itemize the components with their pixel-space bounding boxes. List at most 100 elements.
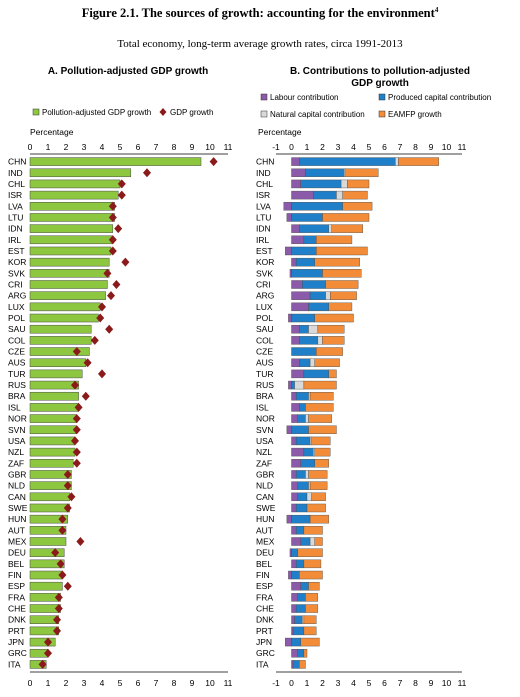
panel-a-category-usa: USA	[8, 436, 26, 446]
panel-b-bar-lux-produced-capital-contribution	[308, 302, 329, 312]
panel-a-bar-nzl	[29, 447, 76, 457]
panel-b-top-tick: 4	[351, 142, 356, 152]
panel-b-bottom-tick: 7	[398, 678, 403, 688]
panel-b-category-isr: ISR	[256, 190, 270, 200]
panel-a-marker-kor	[121, 257, 130, 267]
panel-b-bar-aut-eamfp-growth	[303, 526, 323, 535]
panel-a-category-bra: BRA	[8, 391, 26, 401]
panel-b-bar-prt-eamfp-growth	[303, 626, 317, 636]
panel-a-marker-col	[90, 335, 99, 345]
panel-a-marker-bel	[56, 559, 65, 569]
panel-b-category-grc: GRC	[256, 648, 275, 658]
panel-b-bar-che-produced-capital-contribution	[295, 604, 306, 613]
panel-a-category-lux: LUX	[8, 302, 25, 312]
panel-b-bar-sau-eamfp-growth	[317, 324, 345, 334]
panel-b-bar-isr-produced-capital-contribution	[313, 190, 337, 200]
panel-b-bottom-tick: 4	[351, 678, 356, 688]
panel-a-marker-svn	[72, 425, 81, 435]
panel-b-category-esp: ESP	[256, 581, 273, 591]
panel-a-bar-cze	[29, 347, 90, 356]
panel-a-bar-tur	[29, 369, 83, 379]
figure-subtitle: Total economy, long-term average growth …	[117, 38, 403, 50]
panel-b-bar-nzl-labour-contribution	[291, 447, 305, 457]
legend-swatch-pollution-adjusted-gdp-growth	[32, 108, 40, 116]
panel-b-bar-irl-eamfp-growth	[316, 235, 353, 245]
panel-a-marker-swe	[63, 503, 72, 513]
panel-b-category-svn: SVN	[256, 425, 273, 435]
panel-a-marker-ind	[143, 168, 151, 178]
panel-b-bar-svk-produced-capital-contribution	[291, 269, 323, 278]
panel-a-category-mex: MEX	[8, 537, 27, 547]
legend-swatch-labour-contribution	[260, 93, 268, 101]
panel-a-category-nld: NLD	[8, 481, 25, 491]
panel-a-category-rus: RUS	[8, 380, 26, 390]
panel-a-marker-isr	[117, 190, 126, 200]
panel-a-category-nor: NOR	[8, 414, 27, 424]
panel-b-category-bel: BEL	[256, 559, 272, 569]
panel-a-category-ltu: LTU	[8, 212, 23, 222]
panel-b-category-tur: TUR	[256, 369, 273, 379]
panel-b-bar-hun-labour-contribution	[286, 514, 292, 524]
panel-b-bar-nld-natural-capital-contribution	[308, 481, 311, 490]
panel-a-bar-fin	[29, 570, 63, 580]
panel-a-category-swe: SWE	[8, 503, 28, 513]
panel-a-marker-zaf	[72, 458, 81, 468]
panel-b-category-est: EST	[256, 246, 273, 256]
panel-b-bar-gbr-eamfp-growth	[308, 470, 328, 479]
panel-b-bar-ind-labour-contribution	[291, 168, 306, 177]
panel-a-marker-nzl	[72, 447, 81, 457]
panel-b-bar-sau-produced-capital-contribution	[299, 324, 309, 334]
panel-a-category-svn: SVN	[8, 425, 25, 435]
panel-b-bar-chn-produced-capital-contribution	[299, 157, 396, 166]
panel-a-category-gbr: GBR	[8, 469, 26, 479]
panel-b-bar-jpn-eamfp-growth	[300, 637, 320, 647]
panel-a-bar-usa	[29, 436, 76, 446]
legend-label-produced-capital-contribution: Produced capital contribution	[388, 93, 491, 102]
panel-a-category-zaf: ZAF	[8, 458, 24, 468]
panel-b-bar-svn-produced-capital-contribution	[291, 425, 309, 434]
panel-b-bar-rus-produced-capital-contribution	[291, 380, 295, 390]
panel-a-bottom-tick: 5	[118, 678, 123, 688]
panel-b-top-tick: 9	[429, 142, 434, 152]
panel-a-category-irl: IRL	[8, 235, 22, 245]
panel-a-bar-mex	[29, 537, 67, 546]
panel-b-bottom-tick: 1	[305, 678, 310, 688]
panel-a-bar-deu	[29, 548, 65, 557]
panel-b-bar-dnk-produced-capital-contribution	[294, 615, 303, 624]
panel-a-category-cze: CZE	[8, 347, 25, 357]
panel-a-marker-aus	[83, 358, 92, 368]
panel-b-bar-lva-labour-contribution	[283, 202, 292, 211]
panel-b-bar-gbr-produced-capital-contribution	[295, 470, 306, 479]
panel-b-bar-lux-labour-contribution	[291, 302, 309, 312]
panel-a-category-svk: SVK	[8, 268, 25, 278]
panel-a-top-tick: 6	[136, 142, 141, 152]
panel-a-bar-chl	[29, 179, 121, 189]
panel-b-bar-kor-produced-capital-contribution	[295, 257, 315, 267]
panel-b-bar-bel-labour-contribution	[291, 559, 297, 569]
panel-a-marker-deu	[51, 548, 60, 558]
panel-b-bar-dnk-natural-capital-contribution	[302, 615, 305, 624]
panel-b-bar-bra-natural-capital-contribution	[308, 392, 311, 401]
panel-a-bar-aus	[29, 358, 87, 367]
panel-a-bar-esp	[29, 581, 63, 591]
panel-b-bar-hun-produced-capital-contribution	[291, 514, 311, 524]
panel-b-bottom-tick: -1	[272, 678, 280, 688]
panel-b-bar-isl-produced-capital-contribution	[299, 403, 306, 412]
panel-b-bar-zaf-produced-capital-contribution	[300, 459, 315, 468]
legend-swatch-produced-capital-contribution	[378, 93, 386, 101]
panel-b-bar-nzl-natural-capital-contribution	[313, 447, 315, 457]
panel-b-bar-deu-eamfp-growth	[297, 548, 323, 557]
panel-a-category-jpn: JPN	[8, 637, 24, 647]
panel-b-bar-tur-produced-capital-contribution	[303, 369, 329, 379]
panel-a-marker-bra	[81, 391, 90, 401]
panel-b-bar-isl-eamfp-growth	[305, 403, 334, 412]
panel-a-category-idn: IDN	[8, 224, 23, 234]
panel-a-category-grc: GRC	[8, 648, 27, 658]
panel-a-top-tick: 3	[82, 142, 87, 152]
panel-b-category-bra: BRA	[256, 391, 274, 401]
panel-b-bar-nor-produced-capital-contribution	[297, 414, 306, 423]
panel-a-bar-svn	[29, 425, 78, 435]
panel-a-marker-che	[54, 604, 63, 614]
panel-a-bar-svk	[29, 269, 110, 278]
